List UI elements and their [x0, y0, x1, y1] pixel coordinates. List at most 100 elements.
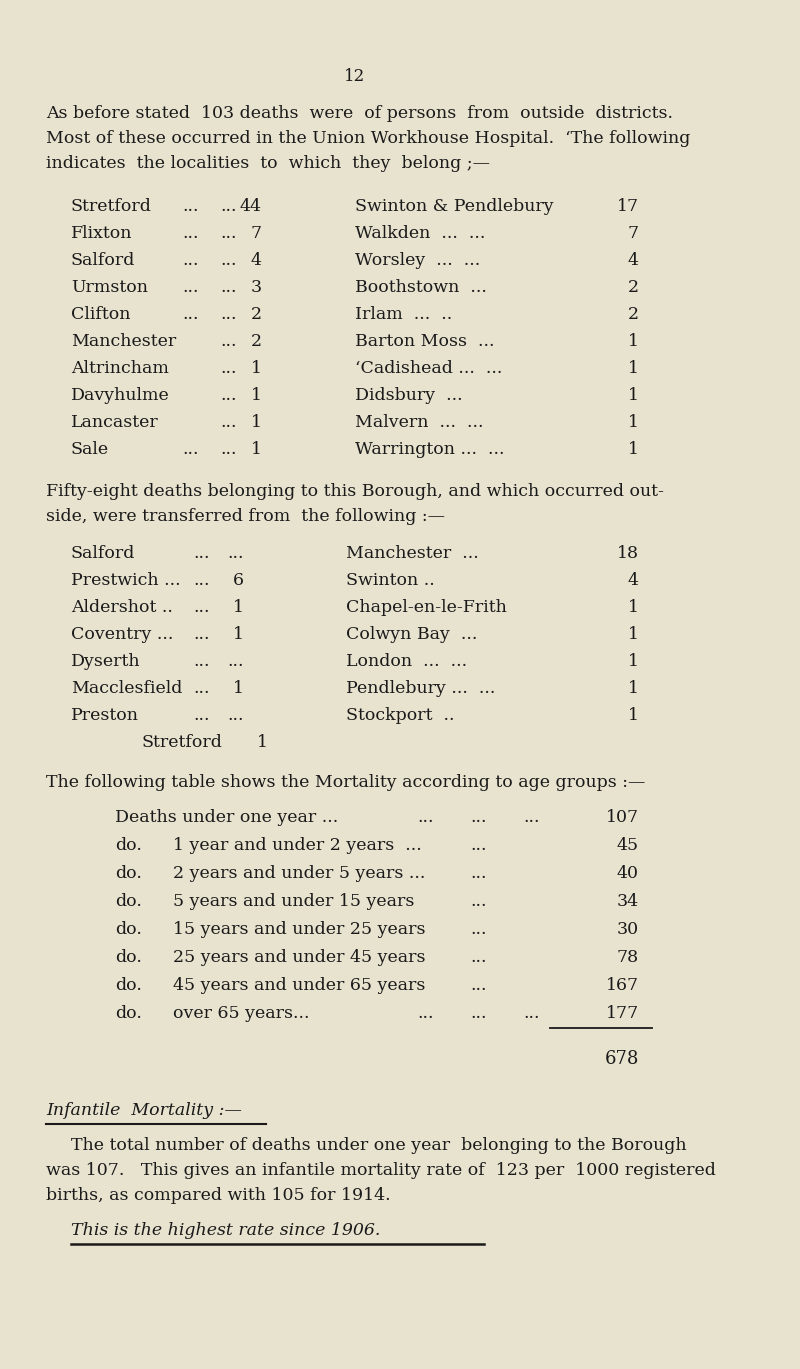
Text: 1: 1	[233, 680, 244, 697]
Text: Davyhulme: Davyhulme	[71, 387, 170, 404]
Text: Stretford: Stretford	[142, 734, 222, 752]
Text: Manchester  ...: Manchester ...	[346, 545, 478, 563]
Text: Macclesfield: Macclesfield	[71, 680, 182, 697]
Text: 1: 1	[628, 600, 639, 616]
Text: 107: 107	[606, 809, 639, 826]
Text: Stretford: Stretford	[71, 199, 152, 215]
Text: 5 years and under 15 years: 5 years and under 15 years	[173, 893, 414, 910]
Text: ...: ...	[523, 1005, 540, 1023]
Text: 6: 6	[233, 572, 244, 589]
Text: Chapel-en-le-Frith: Chapel-en-le-Frith	[346, 600, 507, 616]
Text: ...: ...	[220, 225, 237, 242]
Text: 45 years and under 65 years: 45 years and under 65 years	[173, 977, 426, 994]
Text: Barton Moss  ...: Barton Moss ...	[355, 333, 494, 350]
Text: do.: do.	[115, 893, 142, 910]
Text: ...: ...	[220, 360, 237, 376]
Text: 1: 1	[628, 387, 639, 404]
Text: ...: ...	[470, 1005, 486, 1023]
Text: Dyserth: Dyserth	[71, 653, 141, 669]
Text: ...: ...	[182, 225, 198, 242]
Text: ...: ...	[470, 809, 486, 826]
Text: ...: ...	[523, 809, 540, 826]
Text: ...: ...	[470, 921, 486, 938]
Text: 2: 2	[250, 333, 262, 350]
Text: over 65 years...: over 65 years...	[173, 1005, 310, 1023]
Text: 1: 1	[628, 680, 639, 697]
Text: 2: 2	[250, 307, 262, 323]
Text: 2: 2	[628, 307, 639, 323]
Text: Fifty-eight deaths belonging to this Borough, and which occurred out-: Fifty-eight deaths belonging to this Bor…	[46, 483, 664, 500]
Text: 1: 1	[628, 333, 639, 350]
Text: ...: ...	[194, 626, 210, 643]
Text: Didsbury  ...: Didsbury ...	[355, 387, 462, 404]
Text: ...: ...	[227, 653, 244, 669]
Text: 1: 1	[233, 600, 244, 616]
Text: Warrington ...  ...: Warrington ... ...	[355, 441, 505, 459]
Text: As before stated  103 deaths  were  of persons  from  outside  districts.: As before stated 103 deaths were of pers…	[46, 105, 673, 122]
Text: ...: ...	[194, 545, 210, 563]
Text: Salford: Salford	[71, 545, 135, 563]
Text: Swinton ..: Swinton ..	[346, 572, 434, 589]
Text: 1: 1	[250, 441, 262, 459]
Text: Infantile  Mortality :—: Infantile Mortality :—	[46, 1102, 242, 1118]
Text: ...: ...	[470, 893, 486, 910]
Text: ...: ...	[194, 600, 210, 616]
Text: Aldershot ..: Aldershot ..	[71, 600, 173, 616]
Text: 1: 1	[233, 626, 244, 643]
Text: 1: 1	[628, 413, 639, 431]
Text: ...: ...	[220, 413, 237, 431]
Text: 7: 7	[250, 225, 262, 242]
Text: 1: 1	[628, 626, 639, 643]
Text: 1: 1	[258, 734, 268, 752]
Text: 78: 78	[617, 949, 639, 967]
Text: ...: ...	[194, 706, 210, 724]
Text: do.: do.	[115, 865, 142, 882]
Text: The total number of deaths under one year  belonging to the Borough: The total number of deaths under one yea…	[71, 1138, 686, 1154]
Text: Coventry ...: Coventry ...	[71, 626, 174, 643]
Text: ...: ...	[220, 441, 237, 459]
Text: Most of these occurred in the Union Workhouse Hospital.  ‘The following: Most of these occurred in the Union Work…	[46, 130, 690, 146]
Text: 44: 44	[240, 199, 262, 215]
Text: 1 year and under 2 years  ...: 1 year and under 2 years ...	[173, 836, 422, 854]
Text: was 107.   This gives an infantile mortality rate of  123 per  1000 registered: was 107. This gives an infantile mortali…	[46, 1162, 716, 1179]
Text: ...: ...	[182, 252, 198, 268]
Text: 1: 1	[628, 706, 639, 724]
Text: Colwyn Bay  ...: Colwyn Bay ...	[346, 626, 478, 643]
Text: 3: 3	[250, 279, 262, 296]
Text: 4: 4	[250, 252, 262, 268]
Text: Salford: Salford	[71, 252, 135, 268]
Text: births, as compared with 105 for 1914.: births, as compared with 105 for 1914.	[46, 1187, 390, 1203]
Text: do.: do.	[115, 1005, 142, 1023]
Text: 177: 177	[606, 1005, 639, 1023]
Text: 25 years and under 45 years: 25 years and under 45 years	[173, 949, 426, 967]
Text: ...: ...	[194, 680, 210, 697]
Text: 1: 1	[250, 360, 262, 376]
Text: ...: ...	[182, 199, 198, 215]
Text: 4: 4	[628, 252, 639, 268]
Text: 40: 40	[617, 865, 639, 882]
Text: Clifton: Clifton	[71, 307, 130, 323]
Text: Prestwich ...: Prestwich ...	[71, 572, 181, 589]
Text: 30: 30	[617, 921, 639, 938]
Text: ...: ...	[417, 1005, 434, 1023]
Text: Walkden  ...  ...: Walkden ... ...	[355, 225, 486, 242]
Text: do.: do.	[115, 977, 142, 994]
Text: The following table shows the Mortality according to age groups :—: The following table shows the Mortality …	[46, 773, 646, 791]
Text: 34: 34	[617, 893, 639, 910]
Text: Worsley  ...  ...: Worsley ... ...	[355, 252, 480, 268]
Text: ...: ...	[227, 706, 244, 724]
Text: 678: 678	[605, 1050, 639, 1068]
Text: Manchester: Manchester	[71, 333, 176, 350]
Text: ...: ...	[182, 441, 198, 459]
Text: 18: 18	[617, 545, 639, 563]
Text: Altrincham: Altrincham	[71, 360, 169, 376]
Text: ...: ...	[194, 653, 210, 669]
Text: indicates  the localities  to  which  they  belong ;—: indicates the localities to which they b…	[46, 155, 490, 172]
Text: Lancaster: Lancaster	[71, 413, 158, 431]
Text: do.: do.	[115, 949, 142, 967]
Text: ...: ...	[220, 307, 237, 323]
Text: London  ...  ...: London ... ...	[346, 653, 467, 669]
Text: 167: 167	[606, 977, 639, 994]
Text: ...: ...	[220, 252, 237, 268]
Text: 15 years and under 25 years: 15 years and under 25 years	[173, 921, 426, 938]
